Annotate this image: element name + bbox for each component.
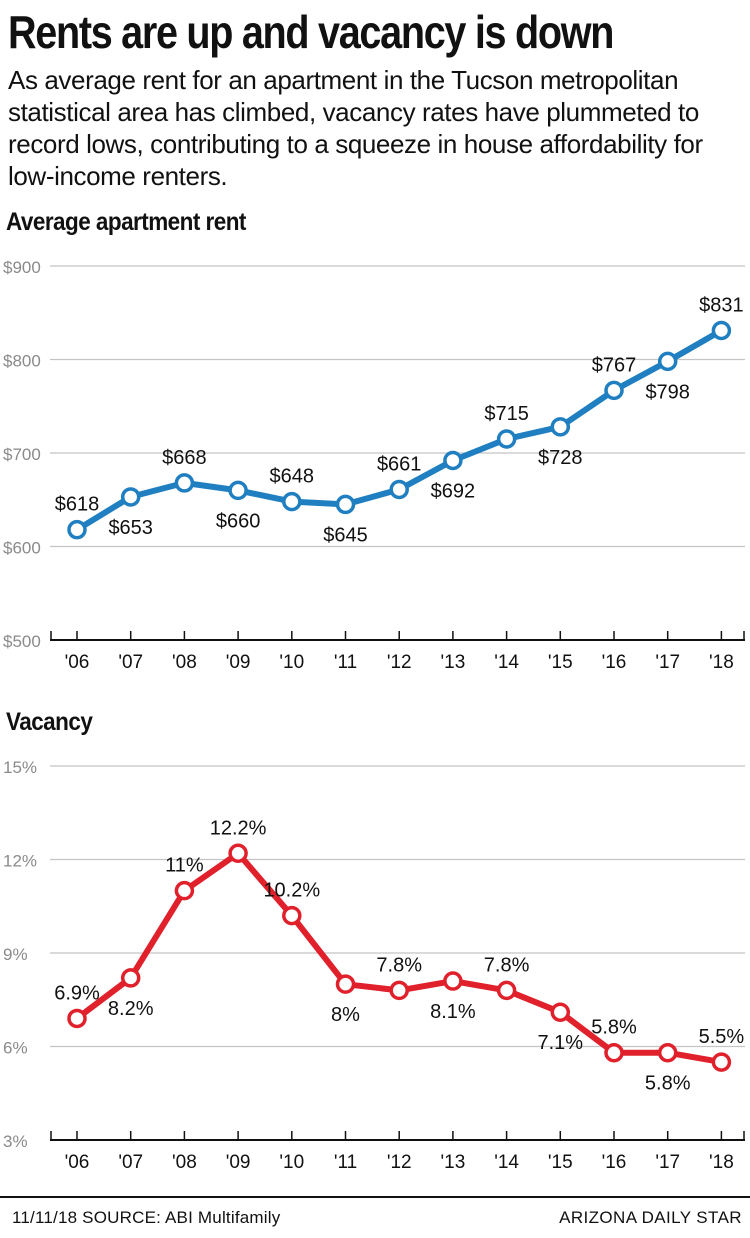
rent-data-label: $648 (270, 466, 315, 488)
vacancy-x-tick-label: '16 (602, 1152, 627, 1173)
chart-title: Rents are up and vacancy is down (8, 6, 614, 58)
rent-data-point (443, 450, 463, 471)
vacancy-data-label: 8% (331, 1004, 360, 1026)
vacancy-line-chart: 3% 6% 9% 12% 15% '06 '07 '08 '09 '10 '11 '12 '13 '14 '… (3, 758, 745, 1173)
chart-subtitle: As average rent for an apartment in the … (8, 65, 703, 191)
rent-data-label: $692 (431, 480, 476, 502)
vacancy-y-tick-label: 9% (3, 945, 28, 964)
vacancy-data-label: 8.1% (430, 1001, 476, 1023)
vacancy-data-label: 5.5% (699, 1026, 745, 1048)
rent-y-tick-label: $800 (3, 352, 41, 371)
rent-data-label: $668 (162, 447, 207, 469)
vacancy-x-tick-label: '10 (279, 1152, 304, 1173)
rent-data-point (335, 494, 356, 515)
rent-x-tick-label: '06 (65, 652, 90, 673)
rent-data-label: $645 (323, 524, 368, 546)
vacancy-x-tick-label: '18 (709, 1152, 734, 1173)
rent-data-label: $661 (377, 453, 422, 475)
vacancy-data-label: 5.8% (645, 1073, 691, 1095)
rent-x-tick-label: '18 (709, 652, 734, 673)
rent-x-tick-label: '13 (441, 652, 466, 673)
vacancy-x-tick-label: '09 (226, 1152, 251, 1173)
rent-line-chart: $500 $600 $700 $800 $900 '06 '07 '08 '09 '10 '11 '1… (3, 258, 745, 673)
vacancy-y-tick-label: 3% (3, 1132, 28, 1151)
rent-x-tick-label: '14 (494, 652, 519, 673)
rent-data-point (604, 380, 624, 401)
vacancy-y-tick-label: 15% (3, 758, 37, 777)
vacancy-x-tick-label: '12 (387, 1152, 412, 1173)
vacancy-data-point (657, 1042, 678, 1063)
rent-data-point (174, 473, 195, 493)
rent-data-label: $728 (538, 447, 583, 469)
vacancy-x-tick-label: '15 (548, 1152, 573, 1173)
rent-data-point (67, 519, 87, 540)
vacancy-data-label: 8.2% (108, 998, 154, 1020)
publisher-credit: ARIZONA DAILY STAR (559, 1208, 742, 1227)
rent-data-point (550, 417, 571, 437)
vacancy-data-point (604, 1042, 624, 1063)
vacancy-data-label: 7.1% (538, 1032, 584, 1054)
rent-chart-title: Average apartment rent (6, 208, 246, 236)
vacancy-data-point (120, 968, 141, 988)
vacancy-data-label: 10.2% (263, 880, 320, 902)
vacancy-data-point (335, 974, 356, 994)
vacancy-data-label: 7.8% (484, 954, 530, 976)
rent-x-tick-label: '17 (655, 652, 680, 673)
rent-data-point (711, 320, 732, 341)
rent-x-tick-label: '15 (548, 652, 573, 673)
rent-x-tick-label: '16 (602, 652, 627, 673)
vacancy-x-tick-label: '13 (441, 1152, 466, 1173)
rent-data-label: $653 (108, 517, 153, 539)
vacancy-data-label: 7.8% (376, 954, 422, 976)
vacancy-x-tick-label: '11 (334, 1152, 357, 1173)
rent-x-tick-label: '12 (387, 652, 412, 673)
rent-y-tick-label: $700 (3, 445, 41, 464)
rent-data-point (496, 429, 517, 449)
vacancy-data-point (389, 980, 409, 1001)
vacancy-data-label: 6.9% (54, 982, 100, 1004)
rent-data-label: $618 (55, 494, 100, 516)
vacancy-y-tick-label: 6% (3, 1039, 28, 1058)
vacancy-data-point (228, 843, 248, 864)
rent-x-tick-label: '10 (279, 652, 304, 673)
rent-data-point (657, 351, 678, 372)
vacancy-data-label: 5.8% (591, 1017, 637, 1039)
vacancy-x-tick-label: '07 (118, 1152, 143, 1173)
rent-data-point (282, 491, 302, 512)
vacancy-x-tick-label: '06 (65, 1152, 90, 1173)
vacancy-data-point (711, 1052, 732, 1072)
vacancy-data-point (550, 1002, 571, 1022)
vacancy-x-tick-label: '08 (172, 1152, 197, 1173)
rent-data-label: $715 (484, 403, 529, 425)
vacancy-data-point (174, 880, 195, 901)
rent-y-tick-label: $500 (3, 632, 41, 651)
vacancy-data-point (496, 980, 517, 1001)
vacancy-data-label: 12.2% (210, 817, 267, 839)
rent-x-tick-label: '09 (226, 652, 251, 673)
rent-data-label: $798 (645, 381, 690, 403)
rent-data-point (389, 479, 409, 500)
vacancy-data-point (67, 1008, 87, 1029)
vacancy-x-tick-label: '17 (655, 1152, 680, 1173)
vacancy-x-tick-label: '14 (494, 1152, 519, 1173)
rent-y-tick-label: $600 (3, 539, 41, 558)
rent-data-point (228, 480, 248, 501)
source-note: 11/11/18 SOURCE: ABI Multifamily (12, 1208, 281, 1227)
vacancy-data-point (443, 971, 463, 991)
rent-data-label: $767 (592, 354, 637, 376)
rent-data-label: $831 (699, 295, 744, 317)
rent-x-tick-label: '11 (334, 652, 357, 673)
vacancy-y-tick-label: 12% (3, 852, 37, 871)
vacancy-data-point (282, 905, 302, 926)
rent-data-point (120, 487, 141, 507)
vacancy-chart-title: Vacancy (6, 708, 93, 736)
footer-divider (0, 1196, 750, 1198)
rent-data-label: $660 (216, 510, 261, 532)
vacancy-data-label: 11% (165, 855, 204, 877)
rent-x-tick-label: '07 (118, 652, 143, 673)
rent-y-tick-label: $900 (3, 258, 41, 277)
rent-x-tick-label: '08 (172, 652, 197, 673)
